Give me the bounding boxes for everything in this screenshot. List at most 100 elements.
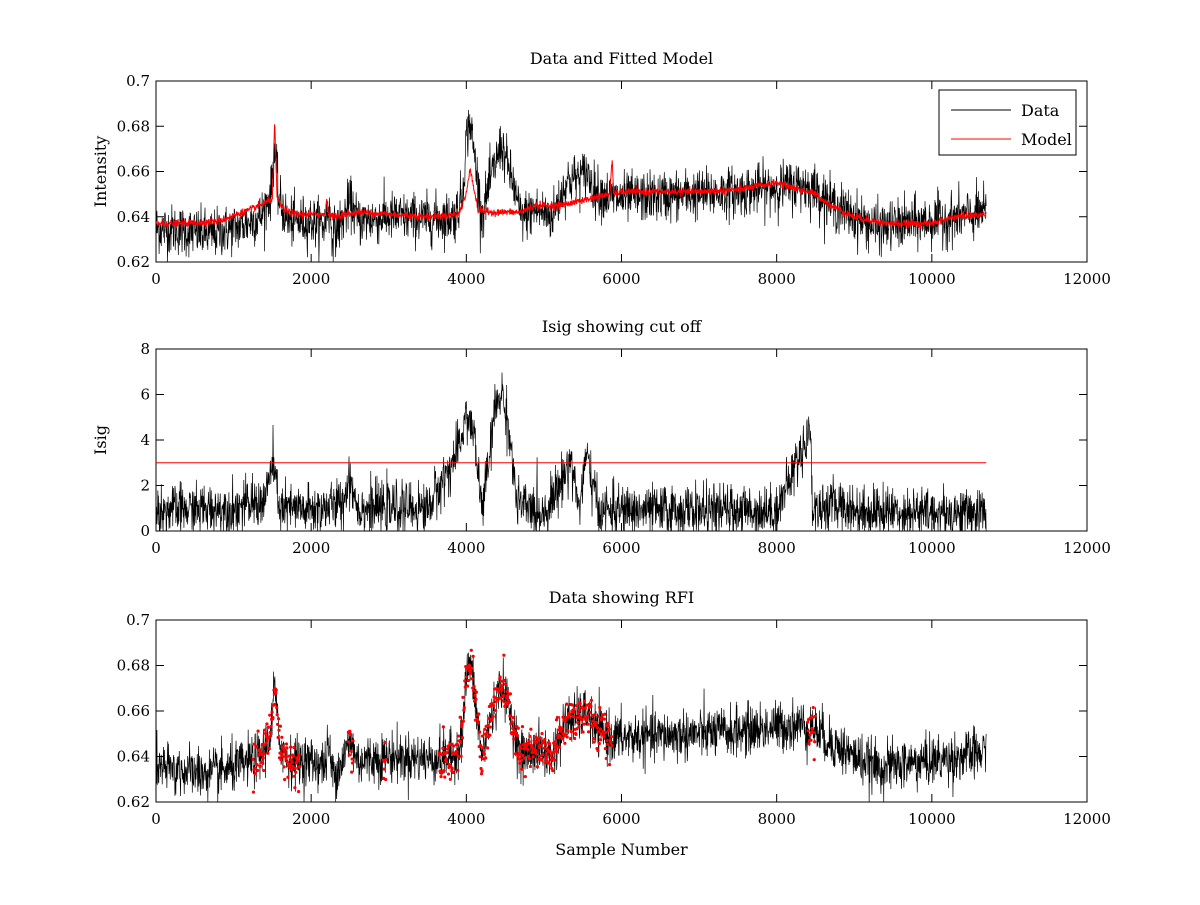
rfi-point [445, 760, 449, 764]
rfi-point [260, 742, 264, 747]
rfi-point [288, 762, 292, 767]
rfi-point [547, 742, 552, 746]
rfi-point [598, 727, 602, 731]
rfi-point [597, 714, 601, 719]
rfi-point [459, 754, 463, 758]
rfi-point [296, 758, 300, 762]
y-tick-label: 0.66 [117, 702, 150, 720]
rfi-point [465, 684, 470, 688]
y-tick-label: 4 [140, 431, 150, 449]
rfi-point [474, 690, 479, 694]
rfi-point [290, 760, 294, 764]
rfi-point [588, 710, 592, 715]
rfi-point [462, 708, 466, 712]
rfi-point [445, 747, 450, 751]
rfi-point [582, 699, 587, 703]
rfi-point [276, 722, 280, 727]
rfi-point [490, 717, 494, 721]
rfi-point [469, 670, 473, 674]
rfi-point [515, 733, 519, 738]
rfi-point [456, 754, 460, 759]
rfi-point [593, 713, 597, 717]
rfi-point [555, 749, 559, 754]
x-tick-label: 8000 [758, 810, 796, 828]
rfi-point [277, 728, 281, 732]
rfi-point [273, 702, 277, 707]
rfi-point [480, 769, 484, 773]
x-tick-label: 10000 [908, 270, 956, 288]
rfi-point [282, 748, 286, 752]
rfi-point [282, 765, 286, 769]
rfi-point [293, 766, 297, 771]
rfi-point [269, 724, 273, 729]
rfi-point [501, 699, 505, 703]
rfi-point [474, 697, 478, 701]
subplot-3: 0 2000 4000 6000 8000 10000 12000 0.62 0.64 0.66 0… [117, 588, 1111, 859]
rfi-point [440, 752, 444, 757]
rfi-point [470, 666, 474, 670]
rfi-point [512, 729, 517, 733]
legend-label: Data [1021, 101, 1060, 120]
rfi-point [441, 725, 445, 729]
rfi-point [510, 732, 514, 736]
rfi-point [276, 717, 281, 721]
rfi-point [469, 648, 473, 652]
rfi-point [568, 713, 572, 717]
y-tick-label: 2 [140, 477, 150, 495]
rfi-point [479, 743, 483, 748]
rfi-point [351, 739, 355, 743]
rfi-point [563, 741, 567, 745]
rfi-point [443, 775, 447, 779]
rfi-point [268, 713, 272, 717]
rfi-point [289, 745, 293, 749]
rfi-point [572, 715, 576, 719]
rfi-point [444, 757, 448, 761]
rfi-point [541, 752, 545, 757]
rfi-point [517, 751, 521, 756]
x-tick-label: 12000 [1063, 539, 1111, 557]
x-tick-label: 10000 [908, 810, 956, 828]
rfi-point [560, 737, 565, 741]
plot-area [156, 109, 987, 262]
rfi-point [513, 752, 518, 756]
rfi-point [283, 754, 288, 758]
rfi-point [268, 731, 272, 735]
series-line-1 [156, 372, 987, 531]
rfi-point [464, 675, 468, 679]
rfi-point [266, 751, 270, 755]
rfi-point [485, 731, 489, 735]
rfi-point [558, 734, 562, 738]
rfi-point [812, 730, 816, 735]
rfi-point [600, 715, 604, 720]
rfi-point [384, 777, 388, 782]
rfi-point [281, 755, 285, 759]
rfi-point [539, 758, 544, 762]
rfi-point [530, 744, 534, 749]
rfi-point [263, 731, 268, 736]
rfi-point [348, 729, 352, 733]
y-tick-label: 0.64 [117, 208, 150, 226]
rfi-point [581, 730, 585, 734]
rfi-point [485, 746, 490, 750]
rfi-point [592, 737, 596, 741]
rfi-point [598, 706, 602, 710]
rfi-point [595, 725, 600, 730]
rfi-point [471, 654, 475, 658]
rfi-point [479, 772, 484, 776]
series-line-2 [156, 124, 987, 230]
rfi-point [569, 730, 573, 734]
rfi-point [566, 729, 570, 733]
rfi-point [284, 742, 289, 746]
y-tick-label: 0 [140, 522, 150, 540]
rfi-point [812, 758, 816, 762]
rfi-point [576, 720, 580, 725]
rfi-point [604, 730, 608, 735]
rfi-point [543, 737, 547, 741]
rfi-point [521, 753, 525, 758]
rfi-point [508, 692, 512, 696]
rfi-point [478, 755, 482, 759]
rfi-point [290, 767, 294, 772]
rfi-point [493, 708, 498, 713]
rfi-point [458, 715, 462, 719]
rfi-point [491, 714, 495, 719]
